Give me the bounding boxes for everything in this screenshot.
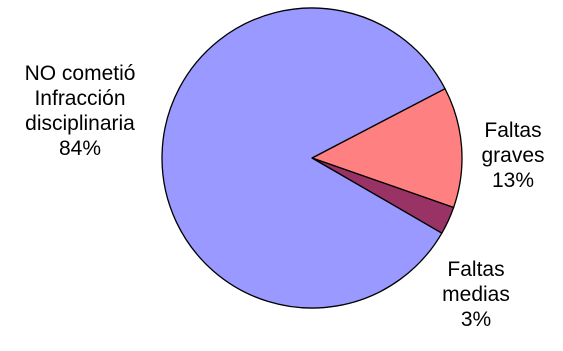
slice-label-line: Infracción [34,87,126,110]
pie-slice-faltas-graves [311,87,463,209]
slice-label-line: NO cometió [24,62,136,85]
slice-percent: 3% [460,308,492,331]
slice-label-line: disciplinaria [25,112,135,135]
slice-label-faltas-medias: Faltas medias 3% [433,257,519,332]
pie-slice-no-infraccion [161,7,446,309]
slice-label-no-infraccion: NO cometió Infracción disciplinaria 84% [4,61,156,161]
slice-label-line: medias [442,283,510,306]
slice-label-faltas-graves: Faltas graves 13% [470,118,556,193]
slice-label-line: Faltas [484,119,542,142]
slice-percent: 13% [491,169,535,192]
slice-label-line: Faltas [447,258,505,281]
slice-label-line: graves [481,144,545,167]
slice-percent: 84% [58,137,102,160]
